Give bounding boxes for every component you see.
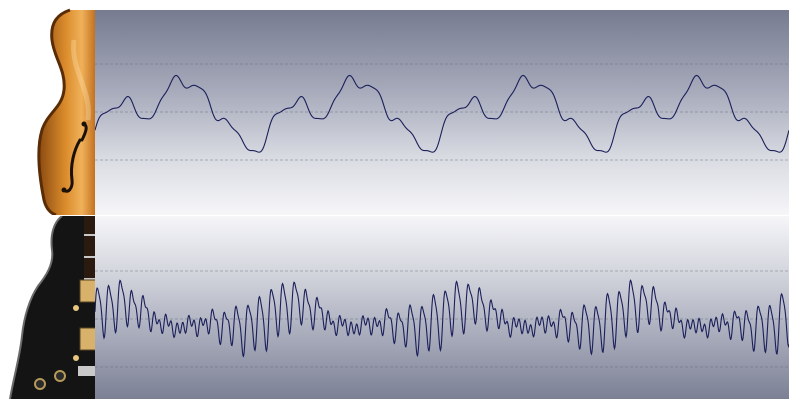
violin-waveform-plot <box>95 63 789 161</box>
violin-body-icon <box>0 0 96 215</box>
violin-waveform-panel <box>95 10 789 215</box>
electric-guitar-body-icon <box>0 216 96 399</box>
guitar-waveform-plot <box>95 270 789 368</box>
guitar-waveform <box>95 279 789 358</box>
violin-waveform <box>95 74 789 153</box>
guitar-waveform-panel <box>95 216 789 399</box>
